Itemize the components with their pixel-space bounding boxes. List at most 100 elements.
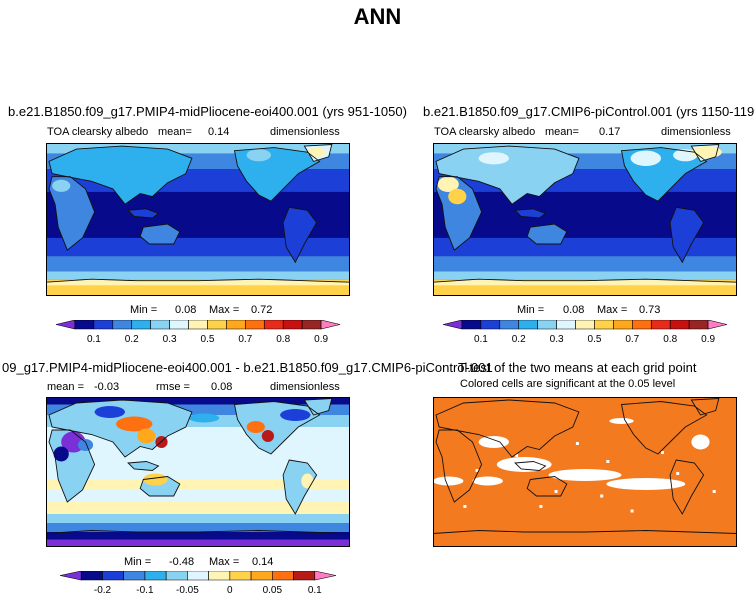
panel1-colorbar: 0.1 0.2 0.3 0.5 0.7 0.8 0.9 <box>55 320 341 345</box>
panel3-colorbar-swatch-5 <box>165 571 188 581</box>
panel1-colorbar-tick-1: 0.2 <box>125 334 139 345</box>
panel3-map-band-4 <box>46 490 350 502</box>
panel4-map-blob-6 <box>691 434 710 450</box>
panel1-map <box>46 143 350 296</box>
panel3-map-eurasia-outline <box>48 399 193 458</box>
panel1-mean-label: mean= <box>158 126 192 138</box>
panel3-colorbar-swatch-0 <box>59 571 82 581</box>
panel3-map-band-6 <box>46 514 350 523</box>
panel3-map-band-5 <box>46 502 350 514</box>
panel2-map-indonesia-outline <box>514 208 547 219</box>
panel2-colorbar-swatch-2 <box>480 320 501 330</box>
panel4-map-dot-3 <box>606 460 610 463</box>
panel2-colorbar-tick-0: 0.1 <box>474 334 488 345</box>
panel3-map-blob-12 <box>188 413 220 423</box>
panel3-map-blob-4 <box>137 428 156 444</box>
page-title: ANN <box>353 4 402 29</box>
panel2-colorbar: 0.1 0.2 0.3 0.5 0.7 0.8 0.9 <box>442 320 728 345</box>
panel2-colorbar-swatch-12 <box>669 320 690 330</box>
panel2-colorbar-tick-4: 0.7 <box>625 334 639 345</box>
panel4-map <box>433 397 737 547</box>
panel2-min-label: Min = <box>517 304 545 316</box>
panel4-map-blob-0 <box>496 457 552 472</box>
panel1-min-label: Min = <box>130 304 158 316</box>
panel2-map-blob-0 <box>437 176 459 192</box>
panel2-map-blob-3 <box>478 152 509 165</box>
panel1-colorbar-swatch-10 <box>245 320 265 330</box>
panel1-map-samerica-outline <box>282 206 318 264</box>
panel3-map-band-7 <box>46 523 350 532</box>
panel3-map-samerica-fill <box>283 460 317 514</box>
panel2-map-eurasia-outline <box>435 145 580 205</box>
panel2-colorbar-swatch-6 <box>556 320 576 330</box>
panel2-mean-value: 0.17 <box>599 126 621 138</box>
panel3-colorbar-swatch-12 <box>314 571 337 581</box>
panel3-mean-label: mean = <box>47 381 84 393</box>
panel4-title: T-test of the two means at each grid poi… <box>458 360 697 375</box>
panel2-colorbar-swatch-4 <box>518 320 538 330</box>
panel2-max-label: Max = <box>597 304 628 316</box>
panel1-mean-value: 0.14 <box>208 126 230 138</box>
panel1-colorbar-swatch-1 <box>74 320 95 330</box>
panel3-map-greenland-outline <box>303 398 333 416</box>
panel4-map-dot-5 <box>712 490 716 493</box>
panel4-map-dot-9 <box>661 451 664 454</box>
panel2-map-band-4 <box>433 237 737 257</box>
panel3-colorbar-tick-5: 0.1 <box>308 585 322 596</box>
panel1-map-blob-2 <box>246 149 271 162</box>
panel1-max-label: Max = <box>209 304 240 316</box>
panel2-title: b.e21.B1850.f09_g17.CMIP6-piControl.001 … <box>423 104 755 119</box>
panel3-map-blob-10 <box>143 473 168 486</box>
panel2-map-band-5 <box>433 256 737 272</box>
panel1-map-band-6 <box>46 271 350 280</box>
panel3-map-namerica-outline <box>233 401 321 455</box>
panel1-colorbar-tick-0: 0.1 <box>87 334 101 345</box>
panel2-units: dimensionless <box>661 126 731 138</box>
panel2-colorbar-swatch-3 <box>499 320 520 330</box>
panel4-subtitle: Colored cells are significant at the 0.0… <box>460 378 676 390</box>
panel2-map-antarctic-ice <box>433 285 737 296</box>
panel2-colorbar-tick-5: 0.8 <box>663 334 677 345</box>
panel1-colorbar-swatch-5 <box>150 320 170 330</box>
panel1-map-frame <box>46 143 350 296</box>
panel1-map-blob-0 <box>52 179 71 192</box>
panel1-variable: TOA clearsky albedo <box>47 126 149 138</box>
panel3-max-value: 0.14 <box>252 556 274 568</box>
panel4-map-blob-5 <box>609 418 634 424</box>
panel3-max-label: Max = <box>209 556 240 568</box>
panel1-colorbar-swatch-2 <box>93 320 114 330</box>
panel4-map-blob-2 <box>606 478 686 490</box>
panel4-map-dot-0 <box>475 469 479 472</box>
panel3-map-blob-11 <box>301 473 314 489</box>
panel3-colorbar-swatch-6 <box>187 571 209 581</box>
panel1-map-eurasia-fill <box>49 146 192 205</box>
panel1-colorbar-swatch-14 <box>320 320 341 330</box>
panel1-colorbar-tick-4: 0.7 <box>238 334 252 345</box>
panel4-map-blob-7 <box>433 476 464 486</box>
panel4-map-blob-1 <box>548 469 622 481</box>
panel3-colorbar-swatch-3 <box>123 571 146 581</box>
panel1-colorbar-swatch-4 <box>131 320 151 330</box>
panel1-max-value: 0.72 <box>251 304 273 316</box>
panel1-map-antarctica-outline <box>46 278 350 296</box>
panel2-colorbar-swatch-8 <box>594 320 614 330</box>
panel4-map-africa-outline <box>435 429 483 503</box>
panel2-map-frame <box>433 143 737 296</box>
panel1-map-namerica-outline <box>233 147 321 202</box>
panel2-colorbar-tick-6: 0.9 <box>701 334 715 345</box>
panel3-map-australia-outline <box>139 476 181 497</box>
panel3-map-band-0 <box>46 397 350 405</box>
panel3-map-samerica-outline <box>282 459 318 515</box>
panel4-map-australia-outline <box>526 476 568 497</box>
panel3-colorbar-swatch-2 <box>102 571 124 581</box>
panel1-title: b.e21.B1850.f09_g17.PMIP4-midPliocene-eo… <box>8 104 407 119</box>
panel2-map-indonesia-fill <box>515 208 546 218</box>
panel4-map-samerica-outline <box>669 459 705 515</box>
panel3-colorbar-swatch-4 <box>144 571 167 581</box>
panel2-map-band-0 <box>433 143 737 154</box>
panel1-colorbar-swatch-7 <box>188 320 208 330</box>
panel1-min-value: 0.08 <box>175 304 197 316</box>
panel2-colorbar-tick-2: 0.3 <box>550 334 564 345</box>
panel3-mean-value: -0.03 <box>94 381 120 393</box>
